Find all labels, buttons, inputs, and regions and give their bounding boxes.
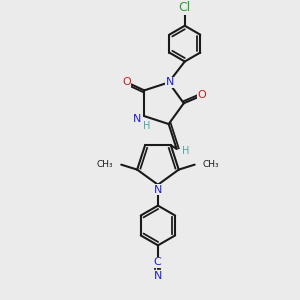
Text: CH₃: CH₃ xyxy=(97,160,113,169)
Text: H: H xyxy=(142,121,150,131)
Text: Cl: Cl xyxy=(179,1,191,14)
Text: N: N xyxy=(154,271,162,281)
Text: O: O xyxy=(197,90,206,100)
Text: H: H xyxy=(182,146,189,156)
Text: O: O xyxy=(122,77,131,87)
Text: N: N xyxy=(166,77,174,87)
Text: N: N xyxy=(133,114,142,124)
Text: N: N xyxy=(154,185,162,195)
Text: CH₃: CH₃ xyxy=(202,160,219,169)
Text: C: C xyxy=(153,257,161,267)
